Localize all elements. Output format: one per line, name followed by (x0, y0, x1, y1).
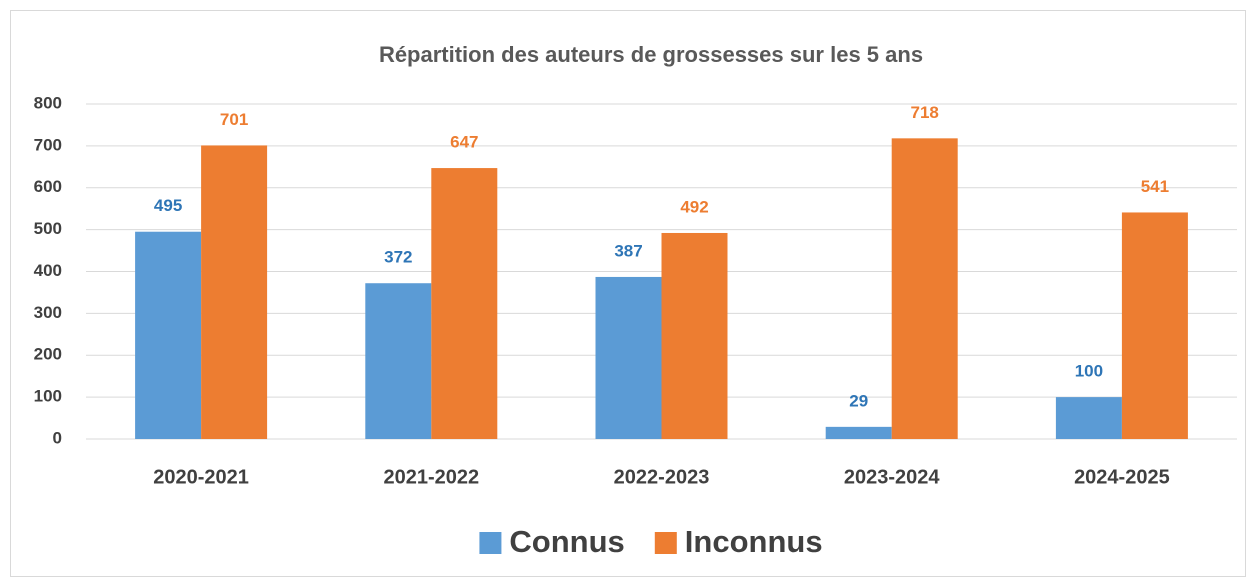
bar (1121, 212, 1188, 439)
y-tick-label: 800 (34, 93, 62, 112)
bar (661, 232, 728, 439)
bar (431, 168, 498, 439)
legend-swatch (479, 532, 502, 554)
x-tick-label: 2022-2023 (614, 466, 710, 488)
y-tick-label: 500 (34, 219, 62, 238)
x-tick-label: 2020-2021 (153, 466, 249, 488)
y-tick-label: 400 (34, 261, 62, 280)
x-tick-label: 2024-2025 (1074, 466, 1170, 488)
data-label: 718 (911, 103, 939, 122)
x-tick-label: 2023-2024 (844, 466, 941, 488)
data-label: 29 (849, 391, 868, 410)
y-tick-label: 0 (53, 428, 62, 447)
data-label: 100 (1075, 362, 1103, 381)
data-label: 387 (614, 241, 642, 260)
legend-label: Inconnus (685, 524, 823, 559)
data-label: 541 (1141, 177, 1169, 196)
data-label: 492 (680, 197, 708, 216)
bar (201, 145, 268, 440)
bar (595, 276, 662, 439)
legend-label: Connus (509, 524, 624, 559)
y-tick-label: 600 (34, 177, 62, 196)
y-tick-label: 300 (34, 303, 62, 322)
y-tick-label: 700 (34, 135, 62, 154)
chart-title: Répartition des auteurs de grossesses su… (379, 42, 923, 67)
bar (135, 231, 202, 439)
x-tick-label: 2021-2022 (383, 466, 479, 488)
bar (1055, 397, 1122, 439)
bar (825, 426, 892, 439)
y-tick-label: 200 (34, 345, 62, 364)
data-label: 701 (220, 110, 248, 129)
y-tick-label: 100 (34, 387, 62, 406)
data-label: 647 (450, 133, 478, 152)
legend-swatch (654, 532, 677, 554)
data-label: 372 (384, 248, 412, 267)
bar (891, 138, 958, 439)
data-label: 495 (154, 196, 182, 215)
bar (365, 283, 432, 439)
